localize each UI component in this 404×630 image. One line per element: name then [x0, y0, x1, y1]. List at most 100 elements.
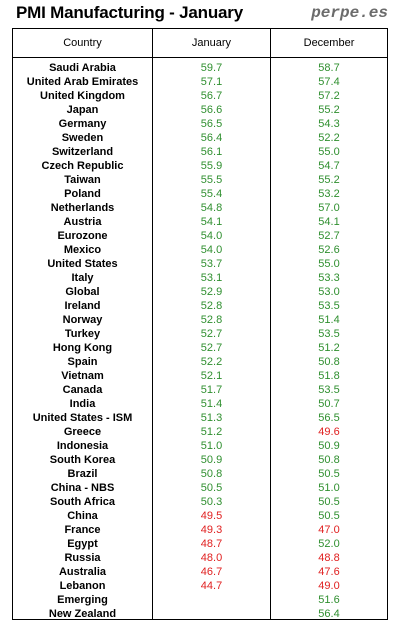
country-cell: South Africa	[50, 496, 115, 508]
december-cell: 50.7	[318, 398, 340, 410]
table-row: Vietnam 52.1 51.8	[13, 369, 387, 383]
january-cell: 56.4	[200, 132, 223, 144]
december-cell: 53.5	[318, 384, 340, 396]
january-cell: 51.3	[200, 412, 223, 424]
table-row: Egypt 48.7 52.0	[13, 537, 387, 551]
table-row: Global 52.9 53.0	[13, 285, 387, 299]
january-cell: 52.7	[200, 328, 223, 340]
december-cell: 51.6	[318, 594, 340, 606]
header-country: Country	[63, 37, 102, 49]
december-cell: 48.8	[318, 552, 340, 564]
december-cell: 50.5	[318, 496, 340, 508]
country-cell: Austria	[63, 216, 102, 228]
header-december: December	[303, 37, 355, 49]
january-cell: 52.8	[200, 314, 223, 326]
january-cell	[153, 607, 270, 621]
country-cell: South Korea	[49, 454, 116, 466]
january-cell: 52.9	[200, 286, 223, 298]
table-row: Lebanon 44.7 49.0	[13, 579, 387, 593]
country-cell: Global	[65, 286, 100, 298]
table-row: Japan 56.6 55.2	[13, 103, 387, 117]
january-cell: 53.7	[200, 258, 223, 270]
country-cell: Turkey	[64, 328, 101, 340]
january-cell: 52.7	[200, 342, 223, 354]
january-cell: 56.5	[200, 118, 223, 130]
country-cell: Saudi Arabia	[49, 62, 116, 74]
table-row: Saudi Arabia 59.7 58.7	[13, 61, 387, 75]
january-cell: 57.1	[200, 76, 223, 88]
january-cell: 51.4	[200, 398, 223, 410]
table-row: Austria 54.1 54.1	[13, 215, 387, 229]
december-cell: 50.5	[318, 510, 340, 522]
country-cell: France	[64, 524, 101, 536]
country-cell: New Zealand	[48, 608, 117, 620]
december-cell: 51.8	[318, 370, 340, 382]
december-cell: 50.9	[318, 440, 340, 452]
table-row: Brazil 50.8 50.5	[13, 467, 387, 481]
december-cell: 51.4	[318, 314, 340, 326]
table-row: China 49.5 50.5	[13, 509, 387, 523]
january-cell: 51.2	[200, 426, 223, 438]
column-divider	[270, 29, 271, 619]
december-cell: 55.0	[318, 258, 340, 270]
table-row: France 49.3 47.0	[13, 523, 387, 537]
december-cell: 53.3	[318, 272, 340, 284]
table-row: Switzerland 56.1 55.0	[13, 145, 387, 159]
country-cell: Czech Republic	[41, 160, 124, 172]
december-cell: 51.2	[318, 342, 340, 354]
december-cell: 51.0	[318, 482, 340, 494]
table-row: Germany 56.5 54.3	[13, 117, 387, 131]
january-cell: 50.8	[200, 468, 223, 480]
january-cell: 50.9	[200, 454, 223, 466]
january-cell: 51.0	[200, 440, 223, 452]
country-cell: Canada	[62, 384, 103, 396]
table-row: South Korea 50.9 50.8	[13, 453, 387, 467]
january-cell: 48.0	[200, 552, 223, 564]
december-cell: 49.0	[318, 580, 340, 592]
country-cell: Vietnam	[61, 370, 104, 382]
country-cell: China - NBS	[50, 482, 115, 494]
december-cell: 57.0	[318, 202, 340, 214]
december-cell: 52.7	[318, 230, 340, 242]
january-cell: 54.0	[200, 244, 223, 256]
country-cell: Italy	[71, 272, 94, 284]
january-cell: 55.5	[200, 174, 223, 186]
country-cell: Russia	[64, 552, 101, 564]
country-cell: Norway	[62, 314, 103, 326]
table-row: Spain 52.2 50.8	[13, 355, 387, 369]
january-cell: 46.7	[200, 566, 223, 578]
country-cell: Eurozone	[57, 230, 108, 242]
december-cell: 58.7	[318, 62, 340, 74]
december-cell: 56.5	[318, 412, 340, 424]
december-cell: 54.1	[318, 216, 340, 228]
country-cell: United Arab Emirates	[26, 76, 139, 88]
january-cell: 52.2	[200, 356, 223, 368]
january-cell: 55.4	[200, 188, 223, 200]
country-cell: Taiwan	[64, 174, 101, 186]
country-cell: Indonesia	[56, 440, 109, 452]
table-row: Hong Kong 52.7 51.2	[13, 341, 387, 355]
country-cell: Spain	[67, 356, 98, 368]
december-cell: 55.2	[318, 174, 340, 186]
country-cell: Greece	[63, 426, 102, 438]
table-row: Russia 48.0 48.8	[13, 551, 387, 565]
table-row: China - NBS 50.5 51.0	[13, 481, 387, 495]
january-cell: 54.8	[200, 202, 223, 214]
table-row: Australia 46.7 47.6	[13, 565, 387, 579]
table-row: Italy 53.1 53.3	[13, 271, 387, 285]
january-cell: 56.6	[200, 104, 223, 116]
january-cell: 44.7	[200, 580, 223, 592]
table-row: India 51.4 50.7	[13, 397, 387, 411]
december-cell: 50.8	[318, 356, 340, 368]
table-row: Norway 52.8 51.4	[13, 313, 387, 327]
december-cell: 55.2	[318, 104, 340, 116]
january-cell: 48.7	[200, 538, 223, 550]
table-row: Emerging 51.6	[13, 593, 387, 607]
country-cell: United States - ISM	[32, 412, 133, 424]
country-cell: Hong Kong	[52, 342, 113, 354]
table-row: United States - ISM 51.3 56.5	[13, 411, 387, 425]
december-cell: 53.5	[318, 300, 340, 312]
december-cell: 53.5	[318, 328, 340, 340]
january-cell: 54.1	[200, 216, 223, 228]
country-cell: Sweden	[61, 132, 104, 144]
